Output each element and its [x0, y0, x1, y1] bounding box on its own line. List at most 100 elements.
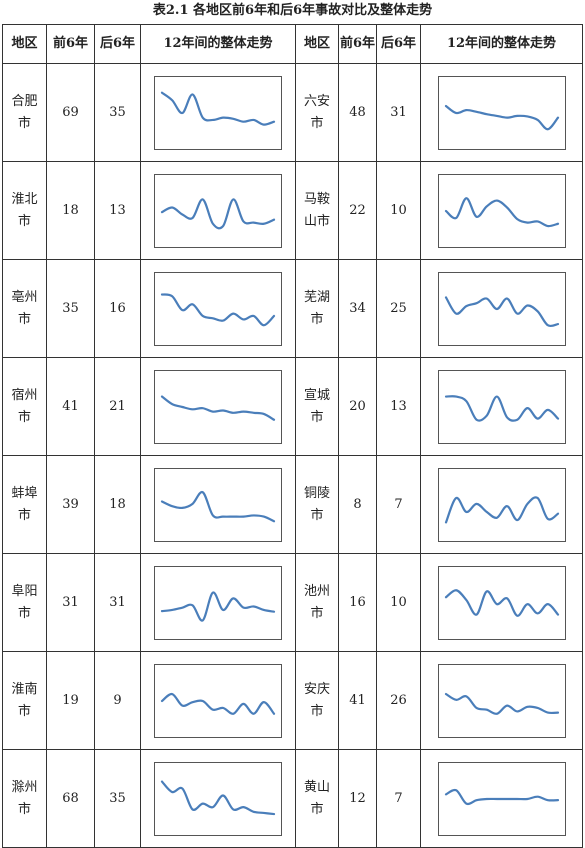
region-name: 滁州市	[2, 749, 47, 848]
trend-sparkline	[437, 173, 566, 248]
region-name: 黄山市	[295, 749, 339, 848]
trend-sparkline	[437, 467, 566, 542]
region-name: 宣城市	[295, 357, 339, 456]
first6-count: 35	[46, 259, 95, 358]
table-row: 亳州市 35 16 芜湖市 34 25	[2, 259, 583, 358]
last6-count: 31	[376, 63, 421, 162]
sparkline-frame	[437, 173, 566, 248]
last6-count: 16	[94, 259, 141, 358]
trend-sparkline	[154, 75, 282, 150]
trend-line	[160, 197, 276, 229]
sparkline-frame	[154, 663, 282, 738]
trend-line	[160, 490, 276, 522]
last6-count: 13	[94, 161, 141, 260]
sparkline-frame	[437, 663, 566, 738]
trend-cell	[140, 553, 296, 652]
first6-count: 34	[338, 259, 377, 358]
trend-sparkline	[154, 663, 282, 738]
last6-count: 31	[94, 553, 141, 652]
trend-line	[444, 495, 559, 523]
trend-cell	[420, 161, 583, 260]
table-row: 淮南市 19 9 安庆市 41 26	[2, 651, 583, 750]
trend-cell	[420, 357, 583, 456]
header-trend: 12年间的整体走势	[420, 24, 583, 64]
table-row: 蚌埠市 39 18 铜陵市 8 7	[2, 455, 583, 554]
last6-count: 35	[94, 63, 141, 162]
sparkline-frame	[154, 173, 282, 248]
last6-count: 25	[376, 259, 421, 358]
last6-count: 13	[376, 357, 421, 456]
region-name: 安庆市	[295, 651, 339, 750]
table-title: 表2.1 各地区前6年和后6年事故对比及整体走势	[152, 3, 433, 18]
table-row: 宿州市 41 21 宣城市 20 13	[2, 357, 583, 456]
header-region: 地区	[295, 24, 339, 64]
trend-sparkline	[154, 565, 282, 640]
trend-cell	[420, 63, 583, 162]
region-name: 芜湖市	[295, 259, 339, 358]
first6-count: 68	[46, 749, 95, 848]
region-name: 阜阳市	[2, 553, 47, 652]
first6-count: 41	[46, 357, 95, 456]
trend-line	[444, 104, 559, 130]
trend-cell	[140, 749, 296, 848]
region-name: 合肥市	[2, 63, 47, 162]
first6-count: 31	[46, 553, 95, 652]
trend-line	[160, 292, 276, 326]
trend-sparkline	[154, 467, 282, 542]
header-last6: 后6年	[94, 24, 141, 64]
header-first6: 前6年	[46, 24, 95, 64]
header-last6: 后6年	[376, 24, 421, 64]
last6-count: 21	[94, 357, 141, 456]
table-row: 淮北市 18 13 马鞍 山市 22 10	[2, 161, 583, 260]
region-name: 铜陵市	[295, 455, 339, 554]
trend-cell	[140, 357, 296, 456]
region-name: 马鞍 山市	[295, 161, 339, 260]
trend-sparkline	[437, 75, 566, 150]
trend-line	[444, 588, 559, 617]
trend-sparkline	[154, 173, 282, 248]
sparkline-frame	[437, 565, 566, 640]
trend-cell	[140, 259, 296, 358]
trend-sparkline	[154, 761, 282, 836]
region-name: 淮北市	[2, 161, 47, 260]
table-body: 合肥市 69 35 六安市 48 31 淮北市 18 13 马鞍 山市 22 10 亳州市 35 16 芜湖市 3…	[2, 63, 583, 848]
sparkline-frame	[154, 271, 282, 346]
trend-line	[160, 91, 276, 126]
trend-line	[444, 196, 559, 227]
table-row: 阜阳市 31 31 池州市 16 10	[2, 553, 583, 652]
trend-sparkline	[437, 761, 566, 836]
last6-count: 7	[376, 455, 421, 554]
header-first6: 前6年	[338, 24, 377, 64]
first6-count: 22	[338, 161, 377, 260]
trend-sparkline	[437, 565, 566, 640]
trend-line	[444, 394, 559, 422]
last6-count: 18	[94, 455, 141, 554]
trend-cell	[140, 161, 296, 260]
trend-cell	[140, 651, 296, 750]
first6-count: 16	[338, 553, 377, 652]
trend-line	[160, 692, 276, 715]
region-name: 亳州市	[2, 259, 47, 358]
region-name: 淮南市	[2, 651, 47, 750]
first6-count: 69	[46, 63, 95, 162]
trend-sparkline	[437, 369, 566, 444]
trend-cell	[420, 553, 583, 652]
trend-cell	[140, 455, 296, 554]
region-name: 蚌埠市	[2, 455, 47, 554]
header-trend: 12年间的整体走势	[140, 24, 296, 64]
first6-count: 39	[46, 455, 95, 554]
region-name: 六安市	[295, 63, 339, 162]
trend-line	[444, 788, 559, 805]
last6-count: 9	[94, 651, 141, 750]
first6-count: 19	[46, 651, 95, 750]
header-region: 地区	[2, 24, 47, 64]
first6-count: 20	[338, 357, 377, 456]
sparkline-frame	[437, 467, 566, 542]
first6-count: 48	[338, 63, 377, 162]
trend-cell	[420, 749, 583, 848]
accident-comparison-table: 地区 前6年 后6年 12年间的整体走势 地区 前6年 后6年 12年间的整体走…	[2, 24, 583, 848]
region-name: 池州市	[295, 553, 339, 652]
trend-sparkline	[437, 663, 566, 738]
last6-count: 10	[376, 161, 421, 260]
sparkline-frame	[154, 75, 282, 150]
